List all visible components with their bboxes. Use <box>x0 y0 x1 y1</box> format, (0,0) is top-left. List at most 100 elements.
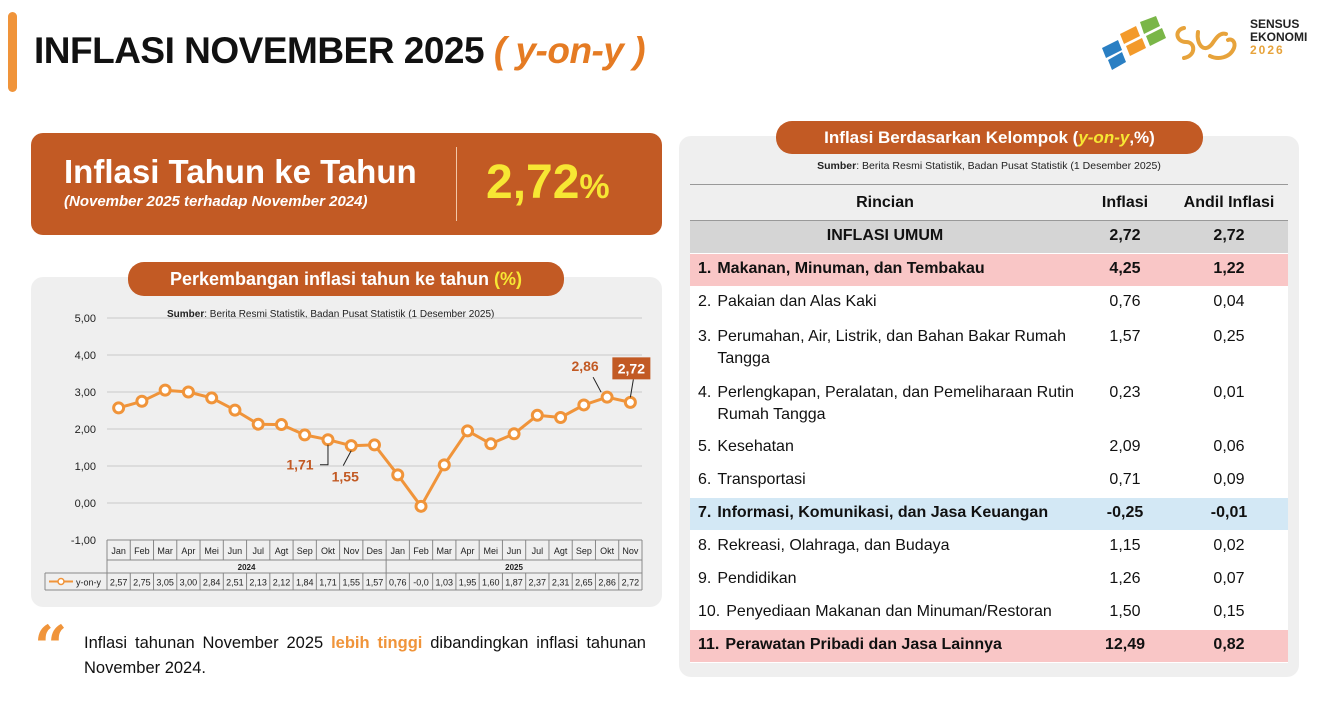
data-point <box>181 385 195 399</box>
row-label: 9. Pendidikan <box>690 563 1080 597</box>
row-number: 9. <box>698 570 712 587</box>
total-label: INFLASI UMUM <box>690 220 1080 254</box>
row-number: 8. <box>698 537 712 554</box>
kpi-card: Inflasi Tahun ke Tahun (November 2025 te… <box>31 133 662 235</box>
row-andil: 1,22 <box>1170 253 1288 287</box>
data-table-value: 2,86 <box>598 578 616 588</box>
x-tick-label: Okt <box>321 546 336 556</box>
row-number: 2. <box>698 293 712 310</box>
table-row: 4. Perlengkapan, Peralatan, dan Pemelihar… <box>690 375 1288 432</box>
data-table-value: 3,05 <box>156 578 174 588</box>
table-row: 5. Kesehatan 2,09 0,06 <box>690 431 1288 465</box>
bps-sensus-logo <box>1102 16 1237 70</box>
table-row: 9. Pendidikan 1,26 0,07 <box>690 563 1288 597</box>
row-inflasi: 12,49 <box>1080 629 1170 663</box>
row-label: 2. Pakaian dan Alas Kaki <box>690 286 1080 320</box>
quote-icon: “ <box>34 613 68 681</box>
table-title-end: ,%) <box>1129 128 1155 147</box>
annotation-label: 2,72 <box>618 360 645 376</box>
y-tick-label: 4,00 <box>75 350 96 362</box>
x-tick-label: Feb <box>413 546 429 556</box>
x-tick-label: Okt <box>600 546 615 556</box>
row-inflasi: 0,23 <box>1080 375 1170 432</box>
table-title-pill: Inflasi Berdasarkan Kelompok (y-on-y,%) <box>776 121 1203 154</box>
page-title-yoy: ( y-on-y ) <box>493 30 646 71</box>
legend-marker <box>57 577 65 586</box>
kpi-value: 2,72% <box>486 155 610 210</box>
y-tick-label: -1,00 <box>71 535 96 547</box>
row-label-text: Perumahan, Air, Listrik, dan Bahan Bakar… <box>717 328 1066 367</box>
data-table-value: 1,87 <box>505 578 523 588</box>
data-table-value: 2,75 <box>133 578 151 588</box>
x-tick-label: Agt <box>275 546 289 556</box>
data-point <box>321 433 335 447</box>
row-number: 11. <box>698 636 720 653</box>
x-tick-label: Jul <box>532 546 544 556</box>
x-tick-label: Jun <box>228 546 243 556</box>
x-tick-label: Apr <box>181 546 195 556</box>
data-point <box>577 398 591 412</box>
table-row: 10. Penyediaan Makanan dan Minuman/Restor… <box>690 596 1288 630</box>
logo-text-year: 2026 <box>1250 43 1285 57</box>
row-number: 6. <box>698 471 712 488</box>
data-point <box>391 468 405 482</box>
x-tick-label: Agt <box>554 546 568 556</box>
data-table-value: 0,76 <box>389 578 407 588</box>
data-table-value: 2,72 <box>622 578 640 588</box>
row-andil: 0,02 <box>1170 530 1288 564</box>
row-andil: 0,82 <box>1170 629 1288 663</box>
row-number: 1. <box>698 260 712 277</box>
data-point <box>554 411 568 425</box>
data-point <box>228 403 242 417</box>
row-inflasi: 0,76 <box>1080 286 1170 320</box>
annotation-label: 2,86 <box>571 358 598 374</box>
data-point <box>600 390 614 404</box>
chart-title-text: Perkembangan inflasi tahun ke tahun <box>169 269 490 289</box>
legend-label: y-on-y <box>76 578 102 588</box>
annotation-box <box>612 357 651 380</box>
row-label: 8. Rekreasi, Olahraga, dan Budaya <box>690 530 1080 564</box>
x-tick-label: Jan <box>111 546 126 556</box>
row-inflasi: 1,15 <box>1080 530 1170 564</box>
table-title-hl: y-on-y <box>1078 128 1130 147</box>
inflation-group-table: Rincian Inflasi Andil Inflasi INFLASI UM… <box>690 184 1288 663</box>
data-table-value: 2,65 <box>575 578 593 588</box>
row-andil: 0,06 <box>1170 431 1288 465</box>
chart-source-label: Sumber <box>167 309 204 320</box>
row-andil: 0,15 <box>1170 596 1288 630</box>
table-source-label: Sumber <box>817 160 857 172</box>
x-tick-label: Feb <box>134 546 150 556</box>
row-andil: 0,01 <box>1170 375 1288 432</box>
row-label: 10. Penyediaan Makanan dan Minuman/Restor… <box>690 596 1080 630</box>
row-label-text: Pakaian dan Alas Kaki <box>717 293 877 310</box>
x-tick-label: Apr <box>461 546 475 556</box>
y-tick-label: 2,00 <box>75 424 96 436</box>
data-table-value: 2,12 <box>273 578 291 588</box>
y-tick-label: 5,00 <box>75 313 96 325</box>
row-andil: 0,09 <box>1170 464 1288 498</box>
row-andil: 0,04 <box>1170 286 1288 320</box>
y-tick-label: 3,00 <box>75 387 96 399</box>
row-inflasi: 1,57 <box>1080 319 1170 376</box>
total-inflasi: 2,72 <box>1080 220 1170 254</box>
row-andil: 0,07 <box>1170 563 1288 597</box>
data-table-value: 1,57 <box>366 578 384 588</box>
row-inflasi: 4,25 <box>1080 253 1170 287</box>
data-table-value: 2,57 <box>110 578 128 588</box>
x-tick-label: Sep <box>576 546 592 556</box>
y-tick-label: 1,00 <box>75 461 96 473</box>
x-tick-label: Jun <box>507 546 522 556</box>
data-point <box>135 394 149 408</box>
table-source-text: : Berita Resmi Statistik, Badan Pusat St… <box>856 160 1161 172</box>
year-label: 2024 <box>238 563 256 572</box>
row-inflasi: 1,50 <box>1080 596 1170 630</box>
x-tick-label: Des <box>366 546 383 556</box>
data-point <box>507 427 521 441</box>
note-highlight: lebih tinggi <box>331 634 423 652</box>
row-label-text: Informasi, Komunikasi, dan Jasa Keuangan <box>717 504 1049 521</box>
row-number: 5. <box>698 438 712 455</box>
data-point <box>623 395 637 409</box>
kpi-title: Inflasi Tahun ke Tahun <box>64 153 417 190</box>
x-tick-label: Jul <box>252 546 264 556</box>
data-point <box>298 428 312 442</box>
